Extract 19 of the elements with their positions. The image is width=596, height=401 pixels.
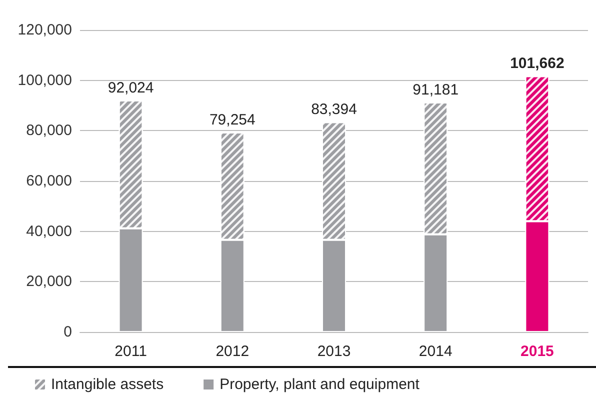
y-tick-label: 80,000: [26, 122, 72, 140]
y-tick-label: 0: [64, 324, 72, 340]
total-label: 92,024: [108, 79, 154, 96]
y-tick-label: 20,000: [26, 273, 72, 290]
x-tick-label: 2011: [114, 343, 147, 360]
y-tick-label: 100,000: [18, 72, 72, 89]
x-tick-label: 2013: [317, 343, 351, 360]
total-label: 91,181: [412, 82, 459, 99]
legend-label: Property, plant and equipment: [220, 376, 420, 393]
y-tick-label: 40,000: [26, 222, 72, 240]
y-tick-label: 60,000: [26, 172, 72, 190]
total-label: 101,662: [510, 55, 564, 72]
x-tick-label: 2014: [418, 343, 452, 360]
x-tick-label: 2015: [520, 343, 554, 360]
y-tick-label: 120,000: [18, 22, 72, 38]
total-label: 79,254: [209, 112, 256, 129]
legend-label: Intangible assets: [51, 376, 164, 393]
x-tick-label: 2012: [216, 343, 250, 360]
total-label: 83,394: [311, 101, 357, 118]
